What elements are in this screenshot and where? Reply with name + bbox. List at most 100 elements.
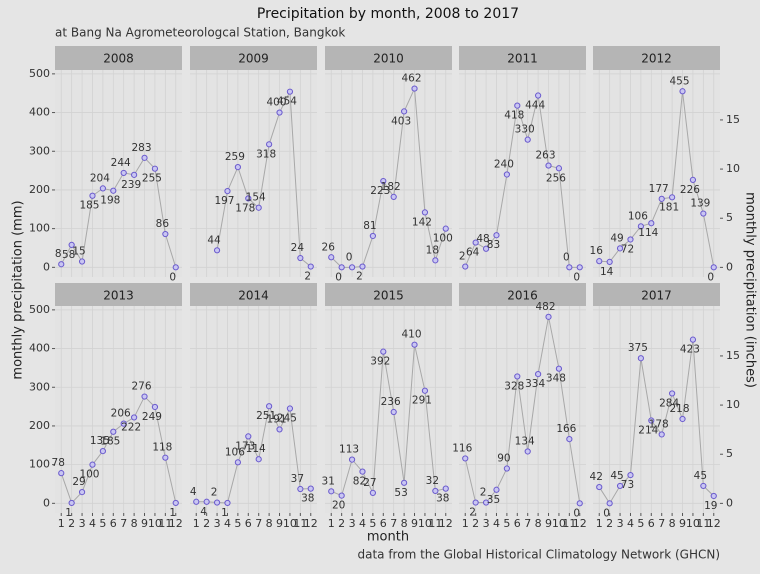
data-point xyxy=(193,498,200,505)
data-label: 48 xyxy=(476,233,489,245)
x-tick-label: 9 xyxy=(141,517,148,530)
x-tick-label: 3 xyxy=(483,517,490,530)
x-tick-label: 11 xyxy=(428,517,442,530)
data-point xyxy=(369,489,376,496)
strip xyxy=(459,283,586,307)
data-label: 38 xyxy=(301,493,314,505)
data-label: 45 xyxy=(610,470,623,482)
data-point xyxy=(432,487,439,495)
data-label: 0 xyxy=(707,271,714,283)
data-label: 462 xyxy=(402,73,422,85)
strip xyxy=(190,283,317,307)
data-label: 182 xyxy=(381,181,401,193)
data-label: 106 xyxy=(628,210,648,222)
x-tick-label: 7 xyxy=(390,517,397,530)
data-label: 32 xyxy=(426,475,439,487)
data-point xyxy=(110,187,117,194)
data-point xyxy=(401,479,408,486)
strip xyxy=(190,46,317,70)
data-point xyxy=(307,263,314,270)
data-label: 236 xyxy=(381,396,401,408)
x-tick-label: 5 xyxy=(369,517,376,530)
panel-background xyxy=(593,306,720,513)
data-point xyxy=(234,164,241,171)
x-tick-label: 8 xyxy=(401,517,408,530)
data-point xyxy=(131,171,138,178)
data-label: 223 xyxy=(370,185,390,197)
data-point xyxy=(151,403,159,411)
data-label: 245 xyxy=(277,413,297,425)
data-label: 0 xyxy=(603,507,610,519)
x-tick-label: 8 xyxy=(535,517,542,530)
data-point xyxy=(348,264,356,271)
data-label: 53 xyxy=(394,487,407,499)
data-label: 83 xyxy=(487,239,500,251)
x-tick-label: 12 xyxy=(707,517,721,530)
x-tick-label: 11 xyxy=(562,517,576,530)
data-point xyxy=(78,489,86,496)
data-point xyxy=(68,241,75,248)
x-tick-label: 5 xyxy=(234,517,241,530)
y2-axis-title: monthly precipitation (inches) xyxy=(743,192,758,388)
panel-background xyxy=(190,306,317,513)
series-line xyxy=(60,157,177,268)
data-label: 86 xyxy=(156,218,170,230)
data-point xyxy=(151,165,159,172)
x-tick-label: 9 xyxy=(276,517,283,530)
strip xyxy=(325,46,452,70)
x-tick-label: 11 xyxy=(158,517,172,530)
data-label: 0 xyxy=(563,251,570,263)
data-point xyxy=(710,264,717,271)
data-point xyxy=(432,257,439,264)
data-label: 283 xyxy=(132,142,152,154)
data-point xyxy=(669,194,676,201)
data-point xyxy=(172,499,179,507)
x-tick-label: 2 xyxy=(606,517,613,530)
data-point xyxy=(162,230,169,238)
x-tick-label: 2 xyxy=(68,517,75,530)
data-point xyxy=(462,455,469,462)
data-point xyxy=(390,193,397,201)
data-label: 118 xyxy=(152,442,172,454)
data-point xyxy=(524,448,531,455)
data-point xyxy=(658,195,665,202)
panel-background xyxy=(55,70,182,277)
panel-background xyxy=(190,70,317,277)
data-point xyxy=(172,264,179,271)
y2-tick-label: 5 xyxy=(726,211,733,224)
data-label: 14 xyxy=(600,266,614,278)
data-point xyxy=(700,482,707,490)
data-label: 37 xyxy=(291,473,304,485)
data-point xyxy=(421,209,429,216)
data-label: 185 xyxy=(100,436,120,448)
data-label: 255 xyxy=(142,173,162,185)
x-tick-label: 9 xyxy=(411,517,418,530)
data-point xyxy=(276,426,283,433)
y-tick-label: 0 xyxy=(43,260,50,273)
strip-label: 2017 xyxy=(641,289,672,303)
data-point xyxy=(648,417,655,424)
data-point xyxy=(545,313,552,320)
data-point xyxy=(141,393,148,400)
data-point xyxy=(78,258,86,265)
strip-label: 2016 xyxy=(507,289,538,303)
data-label: 226 xyxy=(680,184,700,196)
data-label: 113 xyxy=(339,444,359,456)
data-point xyxy=(203,498,210,505)
x-tick-label: 10 xyxy=(686,517,700,530)
x-tick-label: 7 xyxy=(255,517,262,530)
series-line xyxy=(598,339,715,505)
data-label: 1 xyxy=(65,507,72,519)
data-point xyxy=(286,405,294,412)
data-label: 244 xyxy=(111,157,131,169)
data-point xyxy=(700,210,707,217)
data-point xyxy=(514,373,521,380)
data-label: 72 xyxy=(621,243,634,255)
data-label: 276 xyxy=(132,381,152,393)
x-tick-label: 8 xyxy=(266,517,273,530)
x-tick-label: 9 xyxy=(545,517,552,530)
